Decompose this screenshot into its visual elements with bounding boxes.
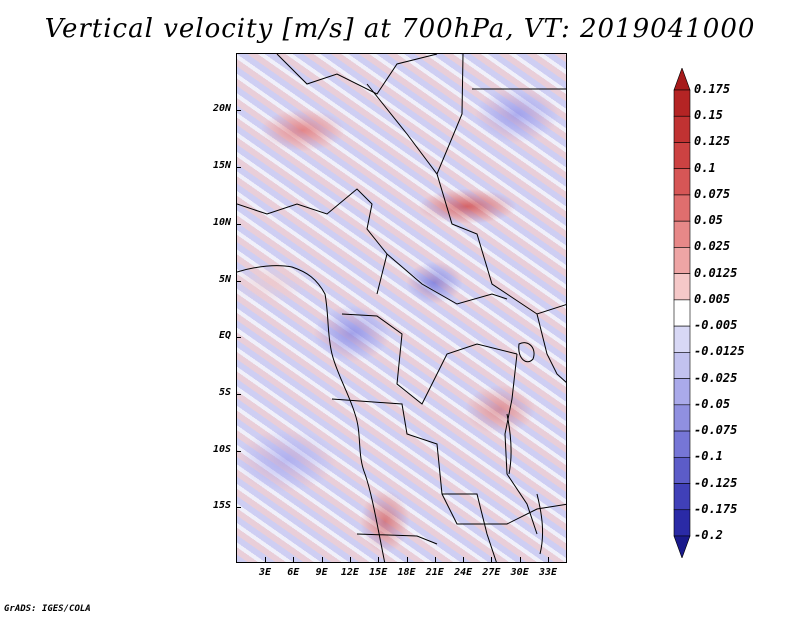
lon-tick-mark	[321, 557, 323, 562]
colorbar-label: -0.0125	[694, 344, 745, 359]
coastline	[237, 265, 386, 562]
lon-tick-mark	[519, 557, 521, 562]
colorbar-label: 0.005	[694, 291, 731, 306]
colorbar-label: -0.05	[694, 396, 731, 411]
lat-tick-label: 10N	[212, 217, 231, 228]
lon-tick-label: 27E	[482, 567, 501, 578]
colorbar-label: 0.0125	[694, 265, 738, 280]
lon-tick-label: 18E	[397, 567, 416, 578]
colorbar-label: 0.05	[694, 213, 723, 228]
lat-tick-label: EQ	[218, 330, 231, 341]
lat-tick-mark	[236, 507, 241, 508]
lat-tick-mark	[236, 110, 241, 111]
lat-tick-mark	[236, 281, 241, 282]
lake-tanganyika	[506, 413, 512, 475]
lon-tick-label: 24E	[454, 567, 473, 578]
lon-tick-label: 3E	[258, 567, 272, 578]
colorbar-swatch	[673, 352, 691, 379]
lat-tick-mark	[236, 167, 241, 168]
colorbar-label: -0.125	[694, 475, 738, 490]
colorbar-label: -0.025	[694, 370, 738, 385]
border-west-africa	[237, 188, 388, 295]
colorbar-swatch	[673, 168, 691, 196]
colorbar-label: 0.025	[694, 239, 731, 254]
colorbar-label: -0.175	[694, 501, 738, 516]
colorbar-label: -0.005	[694, 318, 738, 333]
colorbar-swatch	[673, 89, 691, 117]
colorbar-swatch	[673, 509, 691, 537]
lon-tick-label: 21E	[425, 567, 444, 578]
lon-tick-mark	[548, 557, 549, 562]
border-angola	[331, 398, 497, 562]
colorbar-label: 0.075	[694, 186, 731, 201]
map-panel	[236, 53, 567, 563]
colorbar-label: 0.125	[694, 134, 731, 149]
lon-tick-mark	[265, 557, 266, 562]
lon-tick-label: 15E	[369, 567, 388, 578]
colorbar-swatch	[673, 68, 691, 91]
colorbar-label: 0.15	[694, 108, 723, 123]
border-east-africa	[536, 313, 566, 383]
colorbar-swatch	[673, 247, 691, 274]
border-zambia	[441, 493, 566, 525]
colorbar-swatch	[673, 404, 691, 432]
plot-title: Vertical velocity [m/s] at 700hPa, VT: 2…	[44, 14, 756, 44]
colorbar-swatch	[673, 299, 691, 327]
lon-tick-mark	[463, 557, 465, 562]
lake-malawi	[536, 493, 544, 555]
lon-tick-label: 6E	[287, 567, 300, 578]
lon-tick-mark	[378, 557, 380, 562]
lat-tick-label: 15S	[212, 500, 231, 511]
lat-tick-label: 20N	[212, 103, 231, 114]
colorbar-label: -0.2	[694, 528, 723, 542]
colorbar-label: 0.1	[694, 160, 716, 175]
lon-tick-mark	[293, 557, 295, 562]
colorbar-swatch	[673, 194, 691, 222]
colorbar-swatch	[673, 220, 691, 248]
lon-tick-mark	[434, 557, 436, 562]
lon-tick-label: 30E	[510, 567, 529, 578]
lat-tick-label: 10S	[212, 444, 231, 455]
colorbar-label: 0.175	[694, 82, 731, 96]
lon-tick-label: 12E	[340, 567, 359, 578]
border-chad-sudan	[436, 173, 566, 315]
colorbar-swatch	[673, 378, 691, 406]
colorbar-swatch	[673, 483, 691, 511]
lat-tick-mark	[236, 451, 241, 452]
grads-credit: GrADS: IGES/COLA	[4, 604, 91, 614]
colorbar-swatch	[673, 430, 691, 458]
lat-tick-label: 5S	[218, 387, 231, 398]
colorbar-swatch	[673, 535, 691, 558]
border-namibia	[356, 533, 438, 545]
border-car	[386, 253, 508, 305]
lon-tick-mark	[349, 557, 351, 562]
colorbar-swatch	[673, 456, 691, 484]
border-libya-chad	[366, 54, 464, 175]
country-borders	[237, 54, 566, 562]
colorbar-label: -0.1	[694, 449, 723, 464]
colorbar-swatch	[673, 115, 691, 143]
lat-tick-label: 5N	[218, 274, 231, 285]
lon-tick-label: 33E	[538, 567, 558, 578]
lon-tick-label: 9E	[315, 567, 328, 578]
lon-tick-mark	[491, 557, 493, 562]
lat-tick-mark	[236, 394, 241, 395]
border-drc-east	[504, 353, 538, 535]
lat-tick-mark	[236, 337, 241, 338]
colorbar-swatch	[673, 142, 691, 170]
colorbar	[673, 68, 691, 558]
lat-tick-label: 15N	[212, 160, 231, 171]
border-sahara	[276, 54, 438, 95]
lake-victoria	[518, 342, 535, 363]
border-congo	[341, 313, 518, 405]
colorbar-swatch	[673, 325, 691, 353]
colorbar-label: -0.075	[694, 423, 738, 438]
lon-tick-mark	[406, 557, 408, 562]
lat-tick-mark	[236, 224, 241, 225]
colorbar-swatch	[673, 273, 691, 301]
